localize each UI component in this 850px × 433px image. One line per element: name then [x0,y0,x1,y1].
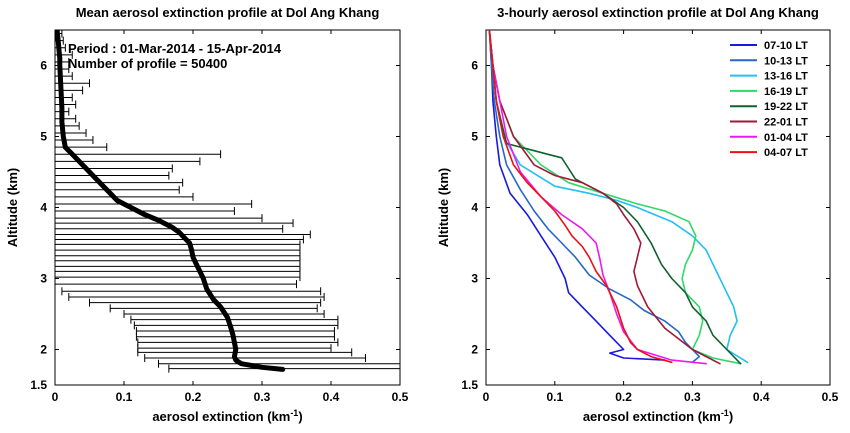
series-line-1 [488,30,701,364]
x-tick-label: 0.2 [185,390,202,404]
y-tick-label: 1.5 [30,378,47,392]
y-tick-label: 3 [40,272,47,286]
mean-profile-panel: Mean aerosol extinction profile at Dol A… [5,5,409,424]
x-tick-label: 0 [483,390,490,404]
x-tick-label: 0.4 [753,390,770,404]
legend-label: 04-07 LT [764,147,808,159]
plot-area [55,30,400,373]
y-tick-label: 5 [40,130,47,144]
x-tick-label: 0.3 [684,390,701,404]
three-hourly-profile-panel: 3-hourly aerosol extinction profile at D… [436,5,839,424]
x-tick-label: 0.4 [323,390,340,404]
y-tick-label: 1.5 [461,378,478,392]
legend: 07-10 LT 10-13 LT 13-16 LT 16-19 LT 19-22 LT… [730,40,808,159]
chart-title: Mean aerosol extinction profile at Dol A… [76,5,380,20]
legend-label: 01-04 LT [764,132,808,144]
mean-profile-line [55,30,286,372]
legend-label: 13-16 LT [764,71,808,83]
y-axis-label: Altitude (km) [5,168,20,247]
x-tick-label: 0.5 [822,390,839,404]
series-line-2 [488,30,749,364]
x-tick-label: 0.5 [392,390,409,404]
x-tick-label: 0.3 [254,390,271,404]
legend-label: 10-13 LT [764,55,808,67]
y-axis-label: Altitude (km) [436,168,451,247]
annotation-text: Period : 01-Mar-2014 - 15-Apr-2014 [68,41,282,56]
y-tick-label: 4 [40,201,47,215]
y-tick-label: 5 [471,130,478,144]
legend-label: 16-19 LT [764,86,808,98]
legend-label: 22-01 LT [764,117,808,129]
y-tick-label: 3 [471,272,478,286]
y-tick-label: 6 [471,59,478,73]
x-tick-label: 0.1 [546,390,563,404]
series-line-7 [488,30,673,364]
legend-label: 07-10 LT [764,40,808,52]
chart-title: 3-hourly aerosol extinction profile at D… [497,5,819,20]
x-tick-label: 0.1 [116,390,133,404]
y-tick-label: 6 [40,59,47,73]
y-tick-label: 4 [471,201,478,215]
x-tick-label: 0 [52,390,59,404]
x-axis-label: aerosol extinction (km-1) [152,408,302,424]
x-axis-label: aerosol extinction (km-1) [583,408,733,424]
y-tick-label: 2 [471,343,478,357]
series-line-0 [488,30,666,361]
series-line-3 [488,30,742,365]
plot-area [488,30,749,365]
series-line-4 [488,30,742,365]
annotation-text: Number of profile = 50400 [68,56,227,71]
y-tick-label: 2 [40,343,47,357]
legend-label: 19-22 LT [764,101,808,113]
x-tick-label: 0.2 [615,390,632,404]
series-line-5 [488,30,721,365]
